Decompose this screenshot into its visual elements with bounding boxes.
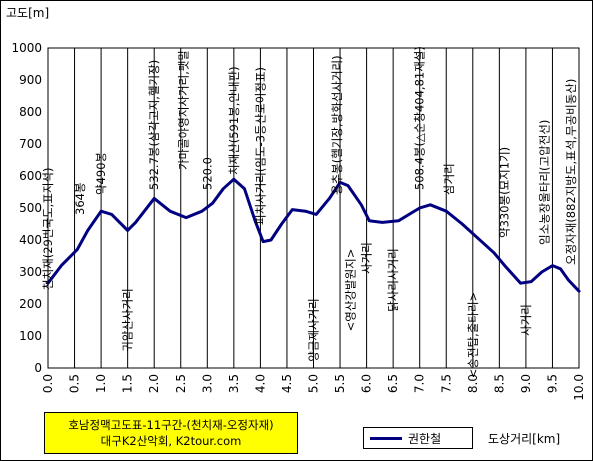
x-tick-label: 2.0 bbox=[147, 374, 161, 393]
annotation-label: 가마골야영지사거리,팻말 bbox=[176, 50, 190, 170]
title-box: 호남정맥고도표-11구간-(천치재-오정자재) 대구K2산악회, K2tour.… bbox=[44, 412, 298, 454]
annotation-label: 귀암산사거리 bbox=[121, 288, 135, 351]
y-tick-labels: 0 100 200 300 400 500 600 700 800 900 1000 bbox=[11, 41, 42, 375]
legend-swatch bbox=[370, 436, 402, 440]
y-axis-label: 고도[m] bbox=[6, 6, 49, 20]
annotation-label: 약490봉 bbox=[94, 152, 108, 195]
legend: 권한철 bbox=[363, 427, 473, 449]
annotation-label: 520.0 bbox=[200, 157, 214, 190]
x-tick-label: 8.0 bbox=[466, 374, 480, 393]
annotation-label: 532.7봉(삼각고지,헬기장) bbox=[147, 60, 161, 190]
plot-area bbox=[47, 47, 580, 369]
y-tick-label: 300 bbox=[19, 265, 42, 279]
x-tick-label: 5.0 bbox=[307, 374, 321, 393]
series-layer bbox=[46, 177, 581, 293]
x-tick-label: 1.0 bbox=[94, 374, 108, 393]
series-line bbox=[46, 177, 581, 293]
x-tick-label: 3.5 bbox=[227, 374, 241, 393]
annotation-label: 약330봉(묘지1기) bbox=[498, 147, 512, 238]
x-tick-label: 7.5 bbox=[439, 374, 453, 393]
annotation-label: 364봉 bbox=[73, 182, 87, 215]
y-tick-label: 600 bbox=[19, 169, 42, 183]
title-line-2: 대구K2산악회, K2tour.com bbox=[100, 434, 242, 448]
x-tick-label: 9.5 bbox=[545, 374, 559, 393]
annotation-label: 사거리 bbox=[360, 242, 374, 274]
x-tick-label: 6.0 bbox=[360, 374, 374, 393]
x-tick-label: 4.0 bbox=[253, 374, 267, 393]
annotation-label: 508.4봉(△순창404,81재설) bbox=[413, 46, 427, 190]
x-tick-label: 8.5 bbox=[492, 374, 506, 393]
legend-label: 권한철 bbox=[408, 431, 442, 446]
title-line-1: 호남정맥고도표-11구간-(천치재-오정자재) bbox=[68, 418, 274, 432]
y-tick-label: 900 bbox=[19, 73, 42, 87]
annotation-label: 천치재(29번국도,표지석) bbox=[41, 168, 55, 290]
x-tick-label: 6.5 bbox=[386, 374, 400, 393]
x-tick-label: 3.0 bbox=[200, 374, 214, 393]
y-tick-label: 0 bbox=[34, 361, 42, 375]
annotation-label: 오정자재(882지방도,표석,무공비동산) bbox=[564, 79, 578, 265]
y-tick-label: 800 bbox=[19, 105, 42, 119]
y-tick-label: 700 bbox=[19, 137, 42, 151]
y-tick-label: 400 bbox=[19, 233, 42, 247]
x-tick-labels: 0.0 0.5 1.0 1.5 2.0 2.5 3.0 3.5 4.0 4.5 5.0 5.5 6.0 6… bbox=[41, 374, 586, 401]
x-tick-label: 0.5 bbox=[68, 374, 82, 393]
annotation-label: <영산강발원지> bbox=[344, 249, 358, 332]
x-tick-label: 0.0 bbox=[41, 374, 55, 393]
x-tick-label: 7.0 bbox=[413, 374, 427, 393]
annotation-label: 삼거리 bbox=[442, 163, 456, 195]
annotation-label: 용추봉(헬기장,방화선사거리) bbox=[330, 55, 344, 195]
annotation-label: 피치사거리(임도-3등산로이정표) bbox=[253, 67, 267, 225]
annotation-label: 닭사리사거리 bbox=[386, 248, 400, 311]
y-tick-label: 200 bbox=[19, 297, 42, 311]
x-tick-label: 2.5 bbox=[174, 374, 188, 393]
x-tick-label: 5.5 bbox=[333, 374, 347, 393]
x-axis-label: 도상거리[km] bbox=[488, 432, 561, 446]
annotation-label: 임소농장울타리(고압전선) bbox=[537, 120, 551, 245]
annotation-label: 양금제사거리 bbox=[307, 298, 321, 361]
annotation-label: <송전탑,출타리> bbox=[466, 292, 480, 378]
y-tick-label: 500 bbox=[19, 201, 42, 215]
x-tick-label: 1.5 bbox=[121, 374, 135, 393]
x-tick-label: 10.0 bbox=[572, 374, 586, 401]
x-tick-label: 4.5 bbox=[280, 374, 294, 393]
x-tick-label: 9.0 bbox=[519, 374, 533, 393]
y-tick-label: 100 bbox=[19, 329, 42, 343]
y-tick-label: 1000 bbox=[11, 41, 42, 55]
annotation-label: 치재산(591봉,안내판) bbox=[227, 66, 241, 175]
annotation-label: 사거리 bbox=[519, 304, 533, 336]
